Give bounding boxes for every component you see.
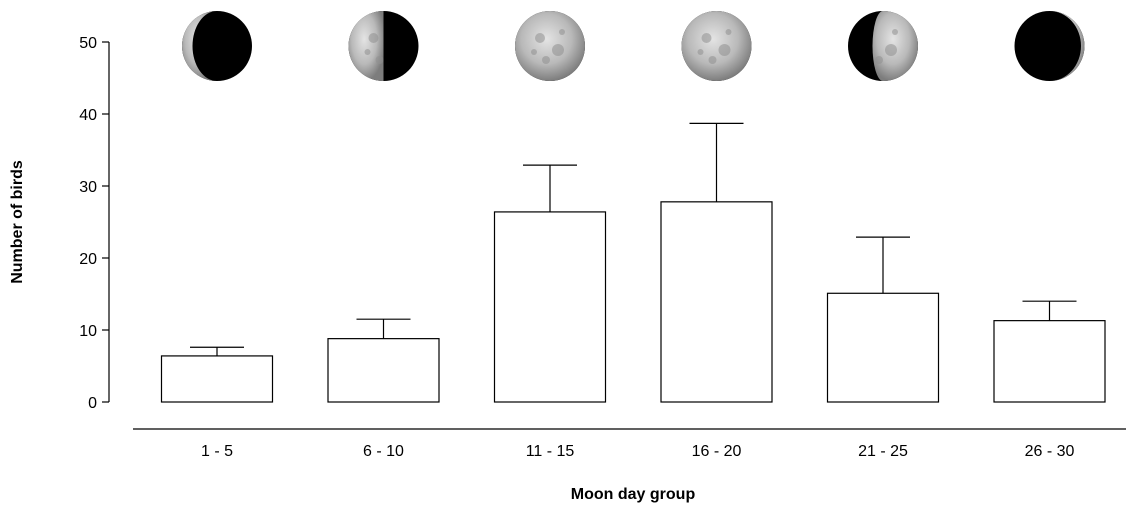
- bar: [826, 292, 940, 403]
- y-tick-label: 10: [79, 323, 97, 340]
- waning-gibbous-moon-icon: [848, 11, 918, 81]
- bar: [493, 211, 607, 403]
- y-tick-label: 40: [79, 107, 97, 124]
- full-moon-moon-icon: [681, 11, 752, 81]
- waxing-crescent-moon-icon: [182, 11, 252, 81]
- y-tick-label: 30: [79, 179, 97, 196]
- bar: [327, 338, 440, 403]
- x-tick-label: 16 - 20: [692, 443, 742, 460]
- x-tick-label: 26 - 30: [1025, 443, 1075, 460]
- new-moon-moon-icon: [1014, 11, 1085, 81]
- x-tick-label: 6 - 10: [363, 443, 404, 460]
- first-quarter-moon-icon: [348, 11, 419, 81]
- bar: [160, 355, 274, 403]
- x-tick-label: 11 - 15: [526, 443, 575, 460]
- bar: [660, 201, 773, 403]
- y-tick-label: 0: [88, 395, 97, 412]
- bar: [993, 320, 1106, 403]
- y-tick-label: 50: [79, 35, 97, 52]
- y-axis-title: Number of birds: [9, 160, 26, 284]
- full-moon-moon-icon: [515, 11, 585, 81]
- x-axis-title: Moon day group: [571, 486, 696, 503]
- x-tick-label: 1 - 5: [201, 443, 233, 460]
- y-tick-label: 20: [79, 251, 97, 268]
- x-tick-label: 21 - 25: [858, 443, 908, 460]
